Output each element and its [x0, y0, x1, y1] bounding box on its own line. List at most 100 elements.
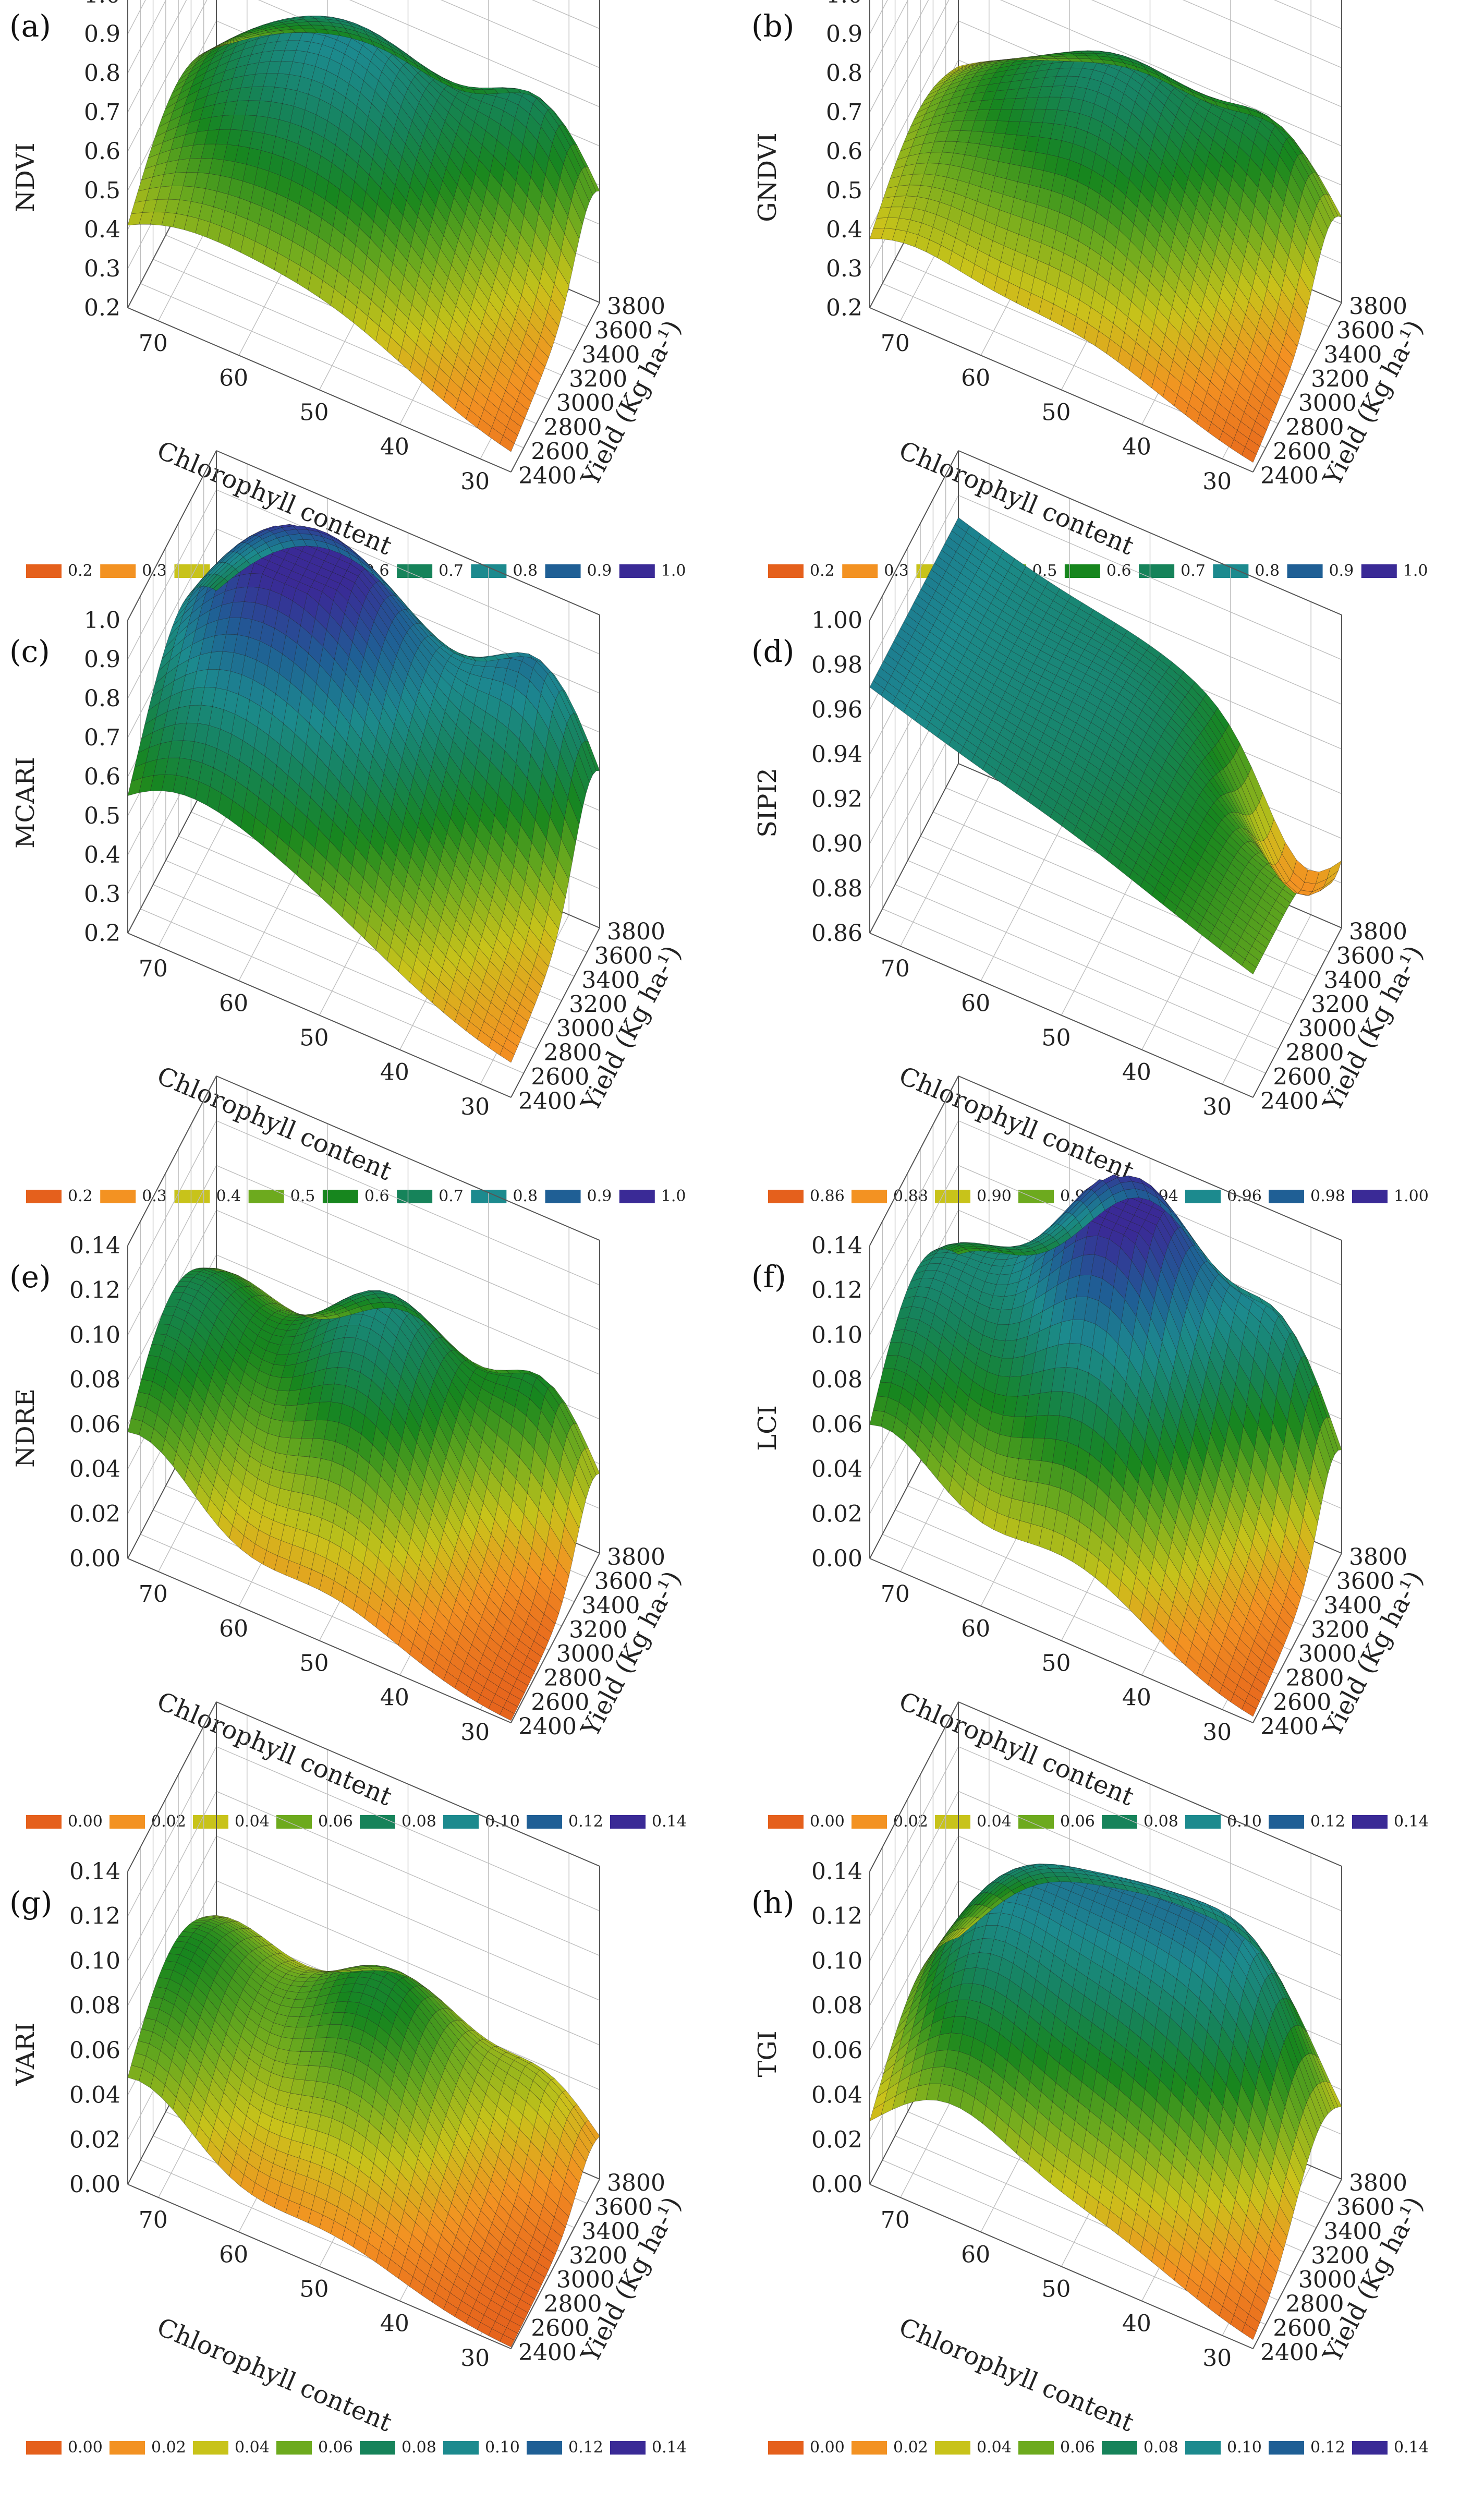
y-tick-label: 3400 [581, 967, 640, 994]
panel-label: (d) [751, 634, 794, 669]
legend-label: 0.06 [318, 1812, 353, 1831]
axis-frame-edge [869, 307, 1254, 473]
legend-swatch [1185, 1190, 1221, 1203]
y-tick-label: 3400 [581, 1592, 640, 1619]
x-tick-label: 70 [139, 1581, 168, 1607]
y-tick-label: 2400 [518, 1713, 577, 1740]
x-axis-title: Chlorophyll content [153, 1061, 396, 1186]
x-tick-label: 40 [1122, 1059, 1151, 1086]
z-tick-label: 0.7 [826, 99, 862, 126]
legend-label: 0.2 [68, 1187, 93, 1205]
legend-swatch [26, 1190, 62, 1203]
legend-label: 0.3 [884, 562, 909, 580]
z-tick-label: 0.7 [84, 99, 120, 126]
axis-frame-edge [1252, 302, 1342, 473]
chart-panel-1: (a)0.20.30.40.50.60.70.80.91.07060504030… [9, 0, 687, 580]
x-tick-label: 60 [961, 365, 990, 391]
y-tick-label: 3000 [556, 1641, 615, 1667]
z-tick-label: 0.8 [826, 60, 862, 87]
legend-label: 0.7 [439, 562, 464, 580]
z-tick-label: 0.9 [84, 21, 120, 47]
x-tick-label: 50 [300, 1650, 329, 1677]
z-tick-label: 0.5 [84, 177, 120, 204]
legend-swatch [768, 1190, 804, 1203]
y-tick-label: 2800 [544, 1665, 602, 1691]
y-tick-label: 3200 [569, 366, 627, 392]
x-tick-label: 50 [1042, 400, 1071, 426]
z-tick-label: 0.98 [811, 652, 862, 679]
legend-label: 0.6 [1106, 562, 1132, 580]
z-tick-label: 0.6 [84, 138, 120, 165]
legend-label: 0.04 [235, 1812, 270, 1831]
y-tick-label: 3400 [581, 342, 640, 368]
legend-label: 0.86 [810, 1187, 845, 1205]
y-tick-label: 3000 [556, 1016, 615, 1042]
legend-swatch [397, 564, 433, 578]
x-tick-label: 30 [460, 1719, 490, 1746]
legend-swatch [100, 1190, 136, 1203]
legend-label: 0.98 [1310, 1187, 1345, 1205]
legend-swatch [842, 564, 878, 578]
legend: 0.20.30.40.50.60.70.80.91.0 [768, 562, 1428, 580]
x-axis-title: Chlorophyll content [895, 436, 1138, 561]
z-axis-title: SIPI2 [753, 768, 782, 838]
y-tick-label: 3800 [607, 293, 665, 320]
z-tick-label: 0.6 [826, 138, 862, 165]
y-tick-label: 2800 [544, 414, 602, 441]
legend-swatch [100, 564, 136, 578]
legend-label: 0.90 [977, 1187, 1012, 1205]
x-tick-label: 70 [881, 956, 910, 982]
legend-swatch [545, 564, 581, 578]
legend-label: 0.3 [142, 1187, 167, 1205]
y-tick-label: 3800 [1349, 293, 1407, 320]
y-tick-label: 3400 [1323, 342, 1382, 368]
grid-line [980, 811, 1070, 981]
z-tick-label: 0.4 [826, 216, 862, 243]
legend-label: 0.00 [68, 1812, 103, 1831]
legend-label: 0.8 [513, 562, 538, 580]
legend-swatch [1361, 564, 1397, 578]
y-tick-label: 3600 [1336, 317, 1395, 344]
x-tick-label: 30 [460, 1094, 490, 1120]
y-tick-label: 2400 [518, 463, 577, 489]
legend-swatch [935, 1190, 970, 1203]
axis-frame-edge [127, 450, 217, 621]
legend-label: 0.12 [568, 1812, 603, 1831]
grid-line [900, 776, 990, 947]
legend: 0.00 0.02 0.04 0.06 0.08 0.10 0.12 0.14 [26, 1812, 687, 1831]
legend-swatch [545, 1190, 581, 1203]
chart-panel-4: (d)0.860.880.900.920.940.960.981.0070605… [751, 450, 1429, 1205]
legend-swatch [1269, 1190, 1304, 1203]
axis-frame-edge [869, 1075, 959, 1246]
z-tick-label: 0.94 [811, 741, 862, 768]
y-tick-label: 3200 [569, 1616, 627, 1643]
legend-swatch [1352, 1190, 1388, 1203]
axis-frame-edge [127, 933, 512, 1098]
z-tick-label: 1.0 [84, 607, 120, 634]
axis-frame-edge [216, 450, 600, 615]
panel-label: (f) [751, 1259, 786, 1295]
legend-swatch [619, 564, 655, 578]
z-tick-label: 0.2 [826, 295, 862, 321]
z-tick-label: 0.10 [69, 1322, 120, 1348]
z-tick-label: 0.4 [84, 216, 120, 243]
legend-swatch [276, 1815, 312, 1829]
z-tick-label: 0.3 [84, 256, 120, 282]
legend-label: 1.0 [661, 562, 686, 580]
z-tick-label: 0.06 [69, 1411, 120, 1438]
x-tick-label: 50 [1042, 1025, 1071, 1051]
legend-swatch [26, 1815, 62, 1829]
y-tick-label: 3600 [594, 1568, 653, 1594]
grid-line [140, 283, 524, 449]
x-axis-title: Chlorophyll content [153, 1686, 396, 1811]
grid-line [869, 0, 1342, 34]
legend-label: 0.9 [587, 1187, 612, 1205]
z-tick-label: 0.96 [811, 696, 862, 723]
legend-swatch [610, 1815, 646, 1829]
y-tick-label: 2800 [1286, 414, 1344, 441]
y-tick-label: 2800 [1286, 1040, 1344, 1066]
z-tick-label: 0.08 [69, 1367, 120, 1393]
y-tick-label: 2400 [518, 1088, 577, 1115]
legend-swatch [768, 564, 804, 578]
